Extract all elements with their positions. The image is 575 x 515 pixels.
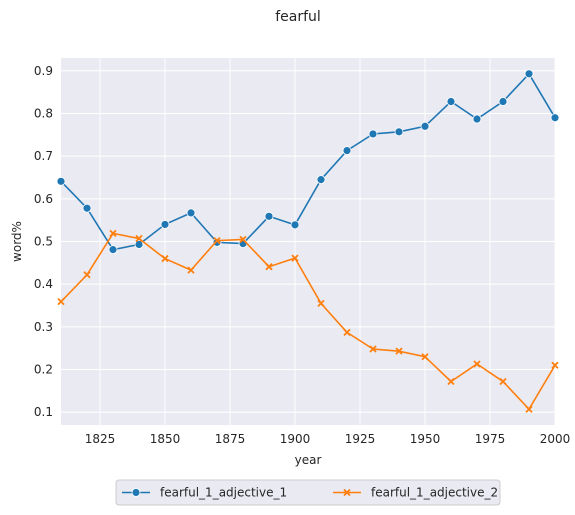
data-point [239,240,247,248]
data-point [447,98,455,106]
y-tick-label: 0.8 [34,106,53,120]
legend-marker [132,489,140,497]
data-point [369,130,377,138]
y-axis-ticks: 0.1 0.2 0.3 0.4 0.5 0.6 0.7 0.8 0.9 [34,64,53,419]
y-axis-label: word% [10,221,24,262]
y-tick-label: 0.9 [34,64,53,78]
x-tick-label: 1850 [150,432,181,446]
y-tick-label: 0.7 [34,149,53,163]
y-tick-label: 0.6 [34,192,53,206]
data-point [473,115,481,123]
x-axis-label: year [295,453,322,467]
data-point [265,212,273,220]
x-tick-label: 1825 [85,432,116,446]
y-tick-label: 0.3 [34,320,53,334]
data-point [343,147,351,155]
x-tick-label: 1975 [475,432,506,446]
data-point [525,70,533,78]
data-point [551,114,559,122]
data-point [109,246,117,254]
data-point [291,221,299,229]
grid-lines [61,58,555,425]
x-tick-label: 2000 [540,432,571,446]
data-point [499,98,507,106]
chart-title: fearful [275,9,321,25]
data-point [187,209,195,217]
data-point [83,204,91,212]
data-point [421,122,429,130]
data-point [57,177,65,185]
x-axis-ticks: 1825 1850 1875 1900 1925 1950 1975 2000 [85,432,571,446]
data-point [317,176,325,184]
y-tick-label: 0.1 [34,405,53,419]
x-tick-label: 1925 [345,432,376,446]
x-tick-label: 1875 [215,432,246,446]
data-point [395,128,403,136]
y-tick-label: 0.5 [34,235,53,249]
legend-label: fearful_1_adjective_1 [160,486,287,500]
x-tick-label: 1900 [280,432,311,446]
data-point [161,220,169,228]
y-tick-label: 0.4 [34,277,53,291]
x-tick-label: 1950 [410,432,441,446]
legend: fearful_1_adjective_1 fearful_1_adjective… [116,480,500,505]
legend-label: fearful_1_adjective_2 [371,486,498,500]
y-tick-label: 0.2 [34,363,53,377]
